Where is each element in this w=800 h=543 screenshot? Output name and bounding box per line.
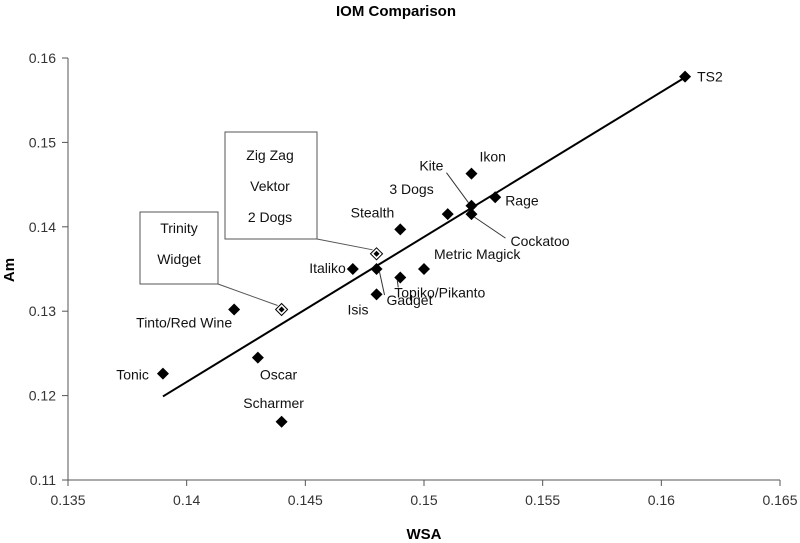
x-tick-label: 0.135 [50, 492, 85, 508]
data-point [465, 167, 478, 180]
point-label: 3 Dogs [389, 181, 433, 197]
trendline-group [162, 76, 686, 398]
point-label: Rage [505, 192, 539, 208]
data-points [156, 70, 692, 428]
data-point [418, 263, 430, 275]
point-label: Stealth [351, 204, 395, 220]
point-label: Topiko/Pikanto [394, 284, 485, 300]
callout-label: Vektor [250, 178, 290, 194]
data-point [394, 271, 407, 284]
point-label: Gadget [387, 292, 433, 308]
callout-box [139, 211, 219, 285]
leader-line [396, 280, 399, 288]
x-tick-label: 0.155 [525, 492, 560, 508]
y-tick-label: 0.16 [29, 50, 56, 66]
callout-box [224, 131, 318, 240]
point-label: TS2 [697, 69, 723, 85]
leader-line [379, 271, 386, 296]
group-data-point-core [373, 250, 380, 257]
data-point [228, 303, 241, 316]
y-tick-label: 0.14 [29, 219, 56, 235]
axes: 0.135 0.14 0.145 0.15 0.155 0.16 0.165 0.11 0.12… [29, 50, 798, 508]
y-tick-label: 0.13 [29, 303, 56, 319]
data-point [346, 263, 359, 275]
callout-leader [217, 283, 278, 306]
callouts: Zig Zag Vektor 2 Dogs Trinity Widget [139, 131, 373, 306]
x-tick-label: 0.16 [648, 492, 675, 508]
callout-label: Trinity [160, 220, 198, 236]
chart-title: IOM Comparison [336, 3, 456, 20]
data-point [156, 367, 169, 380]
callout-leader [316, 238, 373, 251]
y-tick-label: 0.12 [29, 388, 56, 404]
trendline [162, 76, 686, 398]
point-label: Ikon [479, 149, 505, 165]
x-tick-label: 0.14 [173, 492, 200, 508]
point-label: Cockatoo [510, 233, 569, 249]
x-tick-label: 0.15 [410, 492, 437, 508]
data-point [441, 208, 454, 221]
leader-line [474, 216, 506, 239]
point-label: Tonic [116, 367, 149, 383]
data-point [275, 415, 288, 428]
point-label: Oscar [260, 367, 298, 383]
x-tick-label: 0.165 [762, 492, 797, 508]
data-point [489, 191, 502, 204]
point-label: Kite [419, 158, 443, 174]
point-labels: TS2 Ikon Kite 3 Dogs Rage Cockatoo Stealth Ital… [116, 69, 723, 411]
point-label: Isis [348, 301, 369, 317]
leader-line [446, 172, 469, 203]
point-label: Scharmer [243, 395, 304, 411]
group-data-point-core [278, 306, 285, 313]
y-tick-label: 0.15 [29, 134, 56, 150]
x-axis-title: WSA [407, 526, 442, 543]
point-label: Metric Magick [434, 246, 521, 262]
x-tick-label: 0.145 [288, 492, 323, 508]
data-point [251, 351, 264, 364]
callout-label: 2 Dogs [248, 209, 292, 225]
data-point [394, 223, 407, 236]
point-label: Tinto/Red Wine [136, 315, 232, 331]
y-axis-title: Am [1, 258, 18, 282]
callout-label: Widget [157, 251, 201, 267]
data-point [370, 288, 383, 301]
data-point [370, 263, 383, 275]
y-tick-label: 0.11 [30, 472, 56, 488]
point-label: Italiko [309, 260, 346, 276]
data-point [679, 70, 692, 83]
callout-label: Zig Zag [246, 147, 293, 163]
